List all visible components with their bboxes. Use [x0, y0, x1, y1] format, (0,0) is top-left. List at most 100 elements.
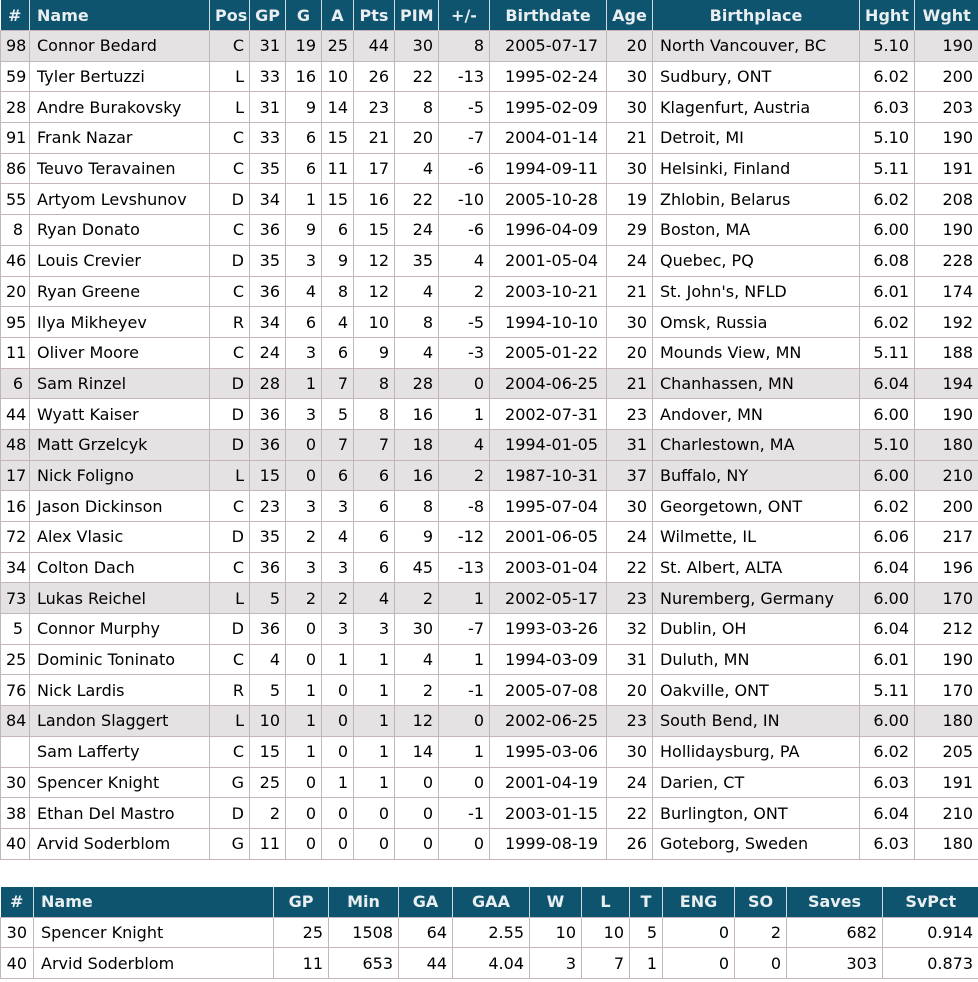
cell-birthdate: 2002-07-31: [489, 398, 607, 430]
cell-pim: 4: [394, 152, 439, 185]
cell-birthplace: Wilmette, IL: [652, 521, 860, 553]
cell-name[interactable]: Spencer Knight: [33, 916, 274, 949]
cell-pim: 0: [394, 797, 439, 829]
cell-height: 6.04: [859, 613, 915, 645]
cell-birthplace: Helsinki, Finland: [652, 152, 860, 185]
cell-pts: 1: [353, 674, 395, 707]
cell-plus-minus: -3: [438, 336, 490, 369]
cell-g: 0: [285, 459, 322, 492]
table-row: 91 Frank Nazar C 33 6 15 21 20 -7 2004-01-14 21 Det…: [0, 122, 978, 154]
cell-birthdate: 2003-10-21: [489, 275, 607, 308]
cell-a: 0: [321, 735, 354, 768]
cell-weight: 194: [914, 367, 978, 400]
cell-name[interactable]: Tyler Bertuzzi: [29, 60, 210, 93]
table-row: Sam Lafferty C 15 1 0 1 14 1 1995-03-06 30 Hollida…: [0, 735, 978, 768]
cell-a: 6: [321, 459, 354, 492]
goalie-table-header: # Name GP Min GA GAA W L T ENG SO Saves SvPct: [0, 886, 978, 918]
cell-age: 30: [606, 60, 653, 93]
cell-height: 5.10: [859, 428, 915, 461]
table-row: 59 Tyler Bertuzzi L 33 16 10 26 22 -13 1995-02-24…: [0, 60, 978, 93]
cell-height: 6.02: [859, 490, 915, 522]
col-header-pim: PIM: [394, 0, 439, 31]
cell-birthplace: Omsk, Russia: [652, 306, 860, 338]
cell-a: 10: [321, 60, 354, 93]
cell-height: 6.02: [859, 306, 915, 338]
cell-g: 2: [285, 582, 322, 615]
cell-name[interactable]: Wyatt Kaiser: [29, 398, 210, 430]
cell-birthdate: 1995-02-09: [489, 91, 607, 124]
cell-g: 0: [285, 643, 322, 676]
cell-a: 3: [321, 551, 354, 584]
cell-birthdate: 1994-01-05: [489, 428, 607, 461]
cell-birthdate: 1994-09-11: [489, 152, 607, 185]
cell-name[interactable]: Alex Vlasic: [29, 521, 210, 553]
cell-name[interactable]: Arvid Soderblom: [29, 827, 210, 860]
cell-name[interactable]: Sam Rinzel: [29, 367, 210, 400]
cell-pts: 1: [353, 705, 395, 737]
cell-birthplace: Buffalo, NY: [652, 459, 860, 492]
cell-gp: 2: [249, 797, 286, 829]
cell-name[interactable]: Connor Bedard: [29, 30, 210, 62]
cell-age: 21: [606, 122, 653, 154]
cell-name[interactable]: Lukas Reichel: [29, 582, 210, 615]
cell-height: 6.04: [859, 551, 915, 584]
cell-g: 6: [285, 306, 322, 338]
cell-name[interactable]: Nick Foligno: [29, 459, 210, 492]
cell-name[interactable]: Artyom Levshunov: [29, 183, 210, 216]
cell-gaa: 2.55: [452, 916, 530, 949]
cell-name[interactable]: Sam Lafferty: [29, 735, 210, 768]
cell-weight: 180: [914, 827, 978, 860]
cell-birthdate: 1996-04-09: [489, 214, 607, 246]
cell-age: 20: [606, 30, 653, 62]
cell-weight: 205: [914, 735, 978, 768]
cell-name[interactable]: Frank Nazar: [29, 122, 210, 154]
cell-name[interactable]: Landon Slaggert: [29, 705, 210, 737]
cell-birthdate: 2004-01-14: [489, 122, 607, 154]
table-row: 11 Oliver Moore C 24 3 6 9 4 -3 2005-01-22 20 Mound…: [0, 336, 978, 369]
cell-a: 6: [321, 336, 354, 369]
cell-name[interactable]: Dominic Toninato: [29, 643, 210, 676]
col-header-birthdate: Birthdate: [489, 0, 607, 31]
cell-gp: 36: [249, 551, 286, 584]
cell-birthplace: Detroit, MI: [652, 122, 860, 154]
cell-g: 0: [285, 428, 322, 461]
cell-plus-minus: 2: [438, 459, 490, 492]
cell-name[interactable]: Oliver Moore: [29, 336, 210, 369]
cell-name[interactable]: Colton Dach: [29, 551, 210, 584]
cell-name[interactable]: Matt Grzelcyk: [29, 428, 210, 461]
cell-height: 6.03: [859, 827, 915, 860]
cell-weight: 174: [914, 275, 978, 308]
cell-name[interactable]: Jason Dickinson: [29, 490, 210, 522]
col-header-weight: Wght: [914, 0, 978, 31]
cell-number: 46: [0, 244, 30, 277]
cell-plus-minus: 0: [438, 367, 490, 400]
cell-age: 30: [606, 306, 653, 338]
cell-name[interactable]: Teuvo Teravainen: [29, 152, 210, 185]
cell-age: 20: [606, 674, 653, 707]
cell-name[interactable]: Ryan Donato: [29, 214, 210, 246]
cell-name[interactable]: Arvid Soderblom: [33, 947, 274, 979]
cell-age: 21: [606, 275, 653, 308]
cell-birthplace: Duluth, MN: [652, 643, 860, 676]
cell-name[interactable]: Ethan Del Mastro: [29, 797, 210, 829]
cell-pts: 3: [353, 613, 395, 645]
cell-name[interactable]: Ilya Mikheyev: [29, 306, 210, 338]
cell-plus-minus: 0: [438, 766, 490, 799]
cell-age: 24: [606, 521, 653, 553]
col-header-number: #: [0, 886, 34, 918]
cell-gp: 10: [249, 705, 286, 737]
cell-g: 19: [285, 30, 322, 62]
cell-name[interactable]: Nick Lardis: [29, 674, 210, 707]
cell-name[interactable]: Louis Crevier: [29, 244, 210, 277]
cell-name[interactable]: Spencer Knight: [29, 766, 210, 799]
cell-plus-minus: -6: [438, 152, 490, 185]
cell-weight: 190: [914, 398, 978, 430]
cell-a: 0: [321, 674, 354, 707]
cell-a: 14: [321, 91, 354, 124]
cell-min: 1508: [328, 916, 399, 949]
cell-name[interactable]: Ryan Greene: [29, 275, 210, 308]
cell-plus-minus: -13: [438, 551, 490, 584]
cell-name[interactable]: Connor Murphy: [29, 613, 210, 645]
cell-name[interactable]: Andre Burakovsky: [29, 91, 210, 124]
cell-g: 1: [285, 674, 322, 707]
